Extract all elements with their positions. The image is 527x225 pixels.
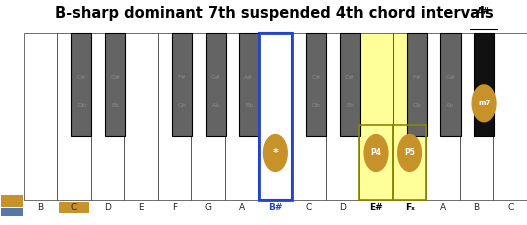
Text: Eb: Eb [111,103,119,108]
Text: B-sharp dominant 7th suspended 4th chord intervals: B-sharp dominant 7th suspended 4th chord… [55,6,493,21]
Bar [158,33,191,200]
Text: Eb: Eb [346,103,354,108]
Text: Ab: Ab [446,103,455,108]
Bar [1,195,23,207]
Bar [393,125,426,200]
Bar [91,33,124,200]
Bar [239,33,259,136]
Text: C#: C# [311,75,321,80]
Text: Gb: Gb [178,103,187,108]
Text: Db: Db [312,103,321,108]
Text: C: C [71,203,77,212]
Text: Ab: Ab [211,103,220,108]
Bar [172,33,192,136]
Text: F#: F# [178,75,187,80]
Text: F: F [172,203,177,212]
Ellipse shape [472,84,496,122]
Text: C: C [507,203,513,212]
Bar [124,33,158,200]
Bar [24,33,57,200]
Bar [407,33,427,136]
Text: A#: A# [245,75,254,80]
Text: P5: P5 [404,148,415,157]
Bar [105,33,125,136]
Bar [393,33,426,200]
Bar [1,208,23,216]
Text: G#: G# [211,75,221,80]
Text: D: D [339,203,346,212]
Ellipse shape [364,134,388,172]
Bar [259,33,292,200]
Bar [259,33,292,200]
Bar [426,33,460,200]
Text: A: A [440,203,446,212]
Bar [359,125,393,200]
Text: D#: D# [110,75,120,80]
Bar [441,33,461,136]
Text: B: B [37,203,44,212]
Text: E: E [138,203,144,212]
Text: B: B [474,203,480,212]
Text: P4: P4 [370,148,382,157]
Text: Fₓ: Fₓ [405,203,415,212]
Bar [59,202,89,213]
Bar [191,33,225,200]
Ellipse shape [263,134,288,172]
Bar [71,33,92,136]
Bar [493,33,527,200]
Bar [326,33,359,200]
Bar [359,33,393,200]
Text: E#: E# [369,203,383,212]
Text: C: C [306,203,312,212]
Bar [306,33,326,136]
Text: Bb: Bb [245,103,253,108]
Bar [292,33,326,200]
Text: D#: D# [345,75,355,80]
Text: Gb: Gb [413,103,422,108]
Bar [474,33,494,136]
Text: G: G [205,203,212,212]
Bar [460,33,493,200]
Text: B#: B# [268,203,282,212]
Text: G#: G# [445,75,455,80]
Bar [471,0,497,29]
Text: basicmusictheory.com: basicmusictheory.com [9,73,14,152]
Text: m7: m7 [478,100,490,106]
Text: A#: A# [477,7,491,16]
Ellipse shape [397,134,422,172]
Text: C#: C# [76,75,86,80]
Bar [206,33,226,136]
Text: *: * [272,148,278,158]
Text: F#: F# [413,75,422,80]
Text: Db: Db [77,103,86,108]
Bar [340,33,360,136]
Bar [57,33,91,200]
Bar [225,33,259,200]
Text: D: D [104,203,111,212]
Text: A: A [239,203,245,212]
